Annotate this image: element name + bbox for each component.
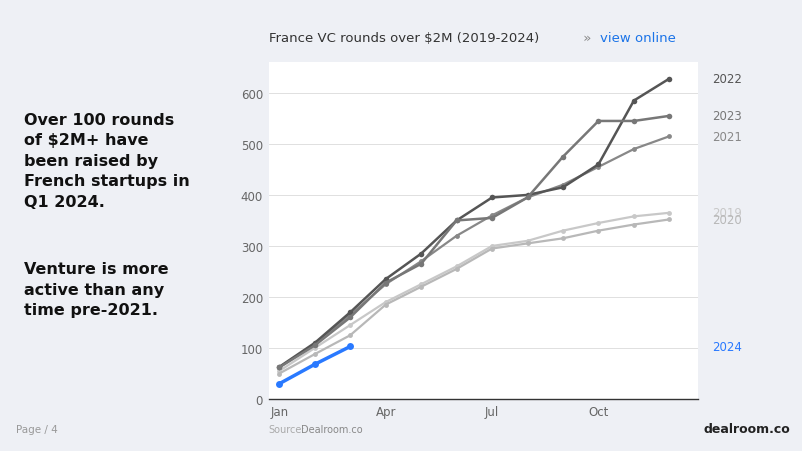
Text: Venture is more
active than any
time pre-2021.: Venture is more active than any time pre… [24, 262, 169, 317]
Text: France VC rounds over $2M (2019-2024): France VC rounds over $2M (2019-2024) [269, 32, 539, 45]
Text: dealroom.co: dealroom.co [703, 422, 790, 435]
Text: Page / 4: Page / 4 [16, 423, 58, 434]
Text: »: » [579, 32, 595, 45]
Text: Dealroom.co: Dealroom.co [301, 423, 363, 434]
Text: Over 100 rounds
of $2M+ have
been raised by
French startups in
Q1 2024.: Over 100 rounds of $2M+ have been raised… [24, 113, 190, 209]
Text: 2022: 2022 [712, 73, 742, 86]
Text: 2021: 2021 [712, 130, 742, 143]
Text: 2020: 2020 [712, 213, 742, 226]
Text: view online: view online [600, 32, 675, 45]
Text: 2019: 2019 [712, 207, 742, 220]
Text: 2023: 2023 [712, 110, 742, 123]
Text: Source:: Source: [269, 423, 306, 434]
Text: 2024: 2024 [712, 340, 742, 353]
